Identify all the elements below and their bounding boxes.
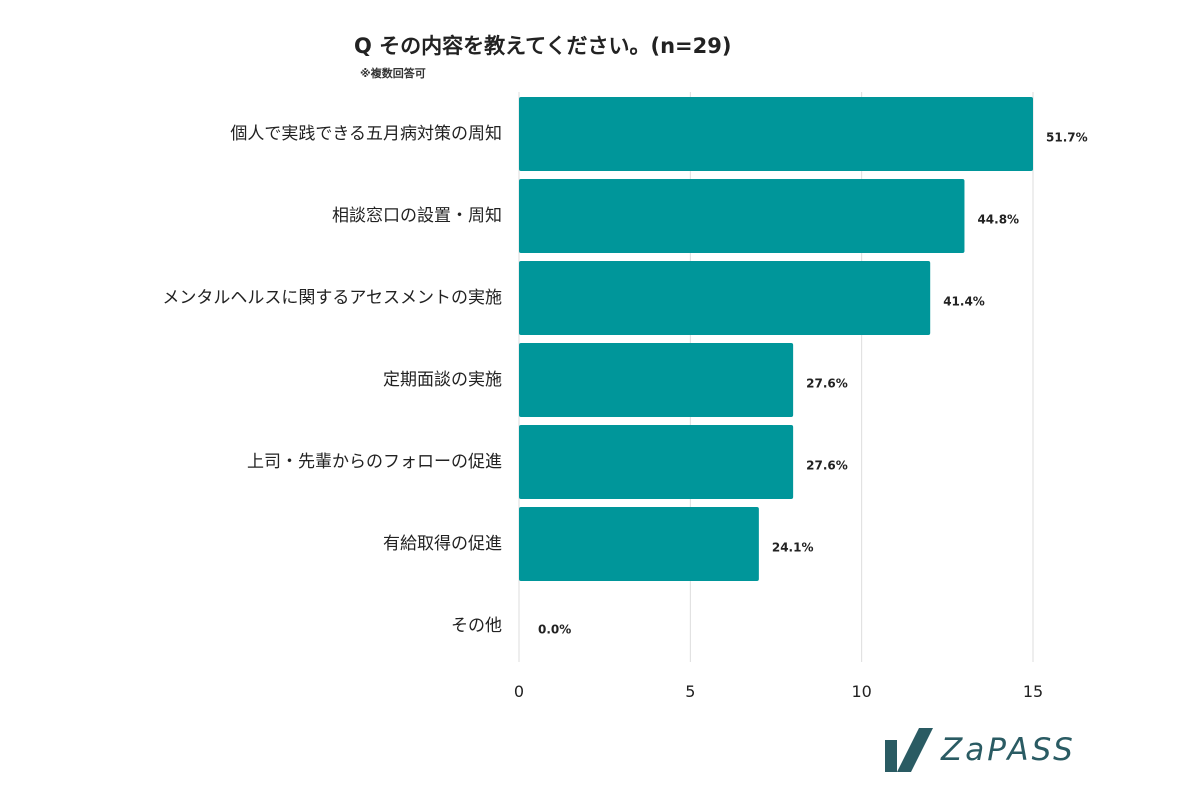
bar-2 bbox=[519, 261, 931, 335]
category-label: その他 bbox=[451, 616, 502, 636]
data-label: 0.0% bbox=[538, 623, 571, 637]
bar-1 bbox=[519, 179, 965, 253]
category-label: 個人で実践できる五月病対策の周知 bbox=[230, 124, 502, 144]
x-tick-label: 10 bbox=[851, 682, 871, 701]
zapass-logo-text: ZaPASS bbox=[941, 732, 1076, 768]
zapass-logo: ZaPASS bbox=[883, 726, 1076, 774]
bars bbox=[519, 97, 1033, 581]
data-label: 24.1% bbox=[772, 541, 814, 555]
x-tick-label: 0 bbox=[514, 682, 524, 701]
bar-5 bbox=[519, 507, 759, 581]
category-labels: 個人で実践できる五月病対策の周知相談窓口の設置・周知メンタルヘルスに関するアセス… bbox=[162, 124, 502, 636]
data-label: 51.7% bbox=[1046, 131, 1088, 145]
x-tick-label: 5 bbox=[685, 682, 695, 701]
data-label: 27.6% bbox=[806, 377, 848, 391]
category-label: 定期面談の実施 bbox=[383, 370, 502, 390]
bar-4 bbox=[519, 425, 794, 499]
category-label: 相談窓口の設置・周知 bbox=[332, 206, 502, 226]
x-axis-ticks: 0 5 10 15 bbox=[514, 682, 1043, 701]
value-labels: 51.7% 44.8% 41.4% 27.6% 27.6% 24.1% 0.0% bbox=[538, 131, 1088, 637]
bar-0 bbox=[519, 97, 1033, 171]
data-label: 27.6% bbox=[806, 459, 848, 473]
bar-3 bbox=[519, 343, 794, 417]
chart-subtitle: ※複数回答可 bbox=[360, 67, 426, 80]
category-label: メンタルヘルスに関するアセスメントの実施 bbox=[162, 288, 502, 308]
category-label: 上司・先輩からのフォローの促進 bbox=[247, 452, 502, 472]
category-label: 有給取得の促進 bbox=[383, 534, 502, 554]
data-label: 44.8% bbox=[977, 213, 1019, 227]
chart-title: Q その内容を教えてください。(n=29) bbox=[354, 34, 732, 58]
x-tick-label: 15 bbox=[1023, 682, 1043, 701]
zapass-logo-icon bbox=[885, 728, 933, 772]
data-label: 41.4% bbox=[943, 295, 985, 309]
